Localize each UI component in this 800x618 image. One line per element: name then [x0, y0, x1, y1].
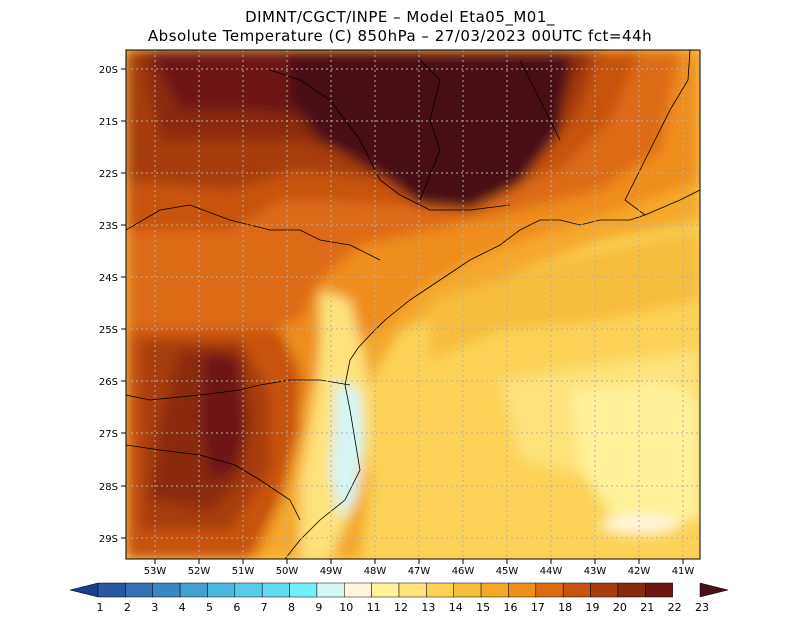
lat-label: 29S [99, 534, 118, 545]
colorbar-label: 14 [449, 601, 463, 614]
colorbar-label: 10 [339, 601, 353, 614]
colorbar-segment [179, 582, 208, 598]
map-frame [125, 49, 701, 560]
colorbar-label: 11 [367, 601, 381, 614]
colorbar-label: 20 [613, 601, 627, 614]
colorbar-label: 4 [179, 601, 186, 614]
colorbar-label: 19 [586, 601, 600, 614]
lat-label: 28S [99, 482, 118, 493]
lat-label: 26S [99, 377, 118, 388]
colorbar-segment [316, 582, 345, 598]
lat-label: 21S [99, 117, 118, 128]
colorbar-label: 13 [421, 601, 435, 614]
colorbar-segment [453, 582, 482, 598]
lon-label: 47W [408, 566, 431, 577]
colorbar-label: 1 [97, 601, 104, 614]
colorbar-segment [590, 582, 619, 598]
lon-label: 43W [584, 566, 607, 577]
lon-label: 44W [540, 566, 563, 577]
colorbar-segment [426, 582, 454, 598]
colorbar-arrow-low [69, 582, 99, 598]
colorbar-label: 17 [531, 601, 545, 614]
lon-label: 52W [188, 566, 211, 577]
colorbar-label: 16 [503, 601, 517, 614]
colorbar-label: 23 [695, 601, 709, 614]
colorbar-segment [234, 582, 263, 598]
colorbar-label: 15 [476, 601, 490, 614]
colorbar-segment [344, 582, 372, 598]
colorbar-segment [97, 582, 126, 598]
lon-label: 49W [320, 566, 343, 577]
colorbar-label: 5 [206, 601, 213, 614]
colorbar-segment [207, 582, 236, 598]
colorbar-label: 7 [261, 601, 268, 614]
colorbar-label: 8 [288, 601, 295, 614]
lon-label: 53W [144, 566, 167, 577]
latitude-axis: 20S 21S 22S 23S 24S 25S 26S 27S 28S 29S [99, 65, 126, 545]
colorbar-label: 22 [668, 601, 682, 614]
colorbar-label: 9 [315, 601, 322, 614]
colorbar-segment [152, 582, 181, 598]
colorbar-label: 3 [151, 601, 158, 614]
colorbar-segment [480, 582, 509, 598]
colorbar-label: 6 [233, 601, 240, 614]
map-title-line2: Absolute Temperature (C) 850hPa – 27/03/… [147, 27, 653, 45]
colorbar-segment [508, 582, 537, 598]
colorbar-segment [562, 582, 591, 598]
longitude-axis: 53W 52W 51W 50W 49W 48W 47W 46W 45W 44W 43W 42W 41W [144, 559, 695, 577]
lat-label: 20S [99, 65, 118, 76]
map-title-line1: DIMNT/CGCT/INPE – Model Eta05_M01_ [245, 8, 555, 26]
lon-label: 42W [628, 566, 651, 577]
colorbar-label: 2 [124, 601, 131, 614]
lon-label: 46W [452, 566, 475, 577]
colorbar-label: 12 [394, 601, 408, 614]
colorbar-segment [125, 582, 153, 598]
lat-label: 23S [99, 221, 118, 232]
colorbar-segment [289, 582, 318, 598]
lat-label: 25S [99, 325, 118, 336]
colorbar: 1 2 3 4 5 6 7 8 9 10 11 12 13 14 15 16 17 18 19 20 21 22 23 [69, 582, 729, 614]
colorbar-label: 18 [558, 601, 572, 614]
lon-label: 45W [496, 566, 519, 577]
lat-label: 22S [99, 169, 118, 180]
lat-label: 24S [99, 273, 118, 284]
coastline [126, 50, 700, 559]
colorbar-segment [645, 582, 673, 598]
colorbar-segment [371, 582, 400, 598]
colorbar-segment [617, 582, 646, 598]
graticule [126, 50, 700, 559]
colorbar-segment [535, 582, 564, 598]
lat-label: 27S [99, 429, 118, 440]
colorbar-segment [398, 582, 427, 598]
lon-label: 50W [276, 566, 299, 577]
lon-label: 51W [232, 566, 255, 577]
temperature-field [126, 50, 700, 559]
lon-label: 48W [364, 566, 387, 577]
colorbar-segment [261, 582, 290, 598]
lon-label: 41W [672, 566, 695, 577]
colorbar-arrow-high [699, 582, 729, 598]
colorbar-label: 21 [640, 601, 654, 614]
